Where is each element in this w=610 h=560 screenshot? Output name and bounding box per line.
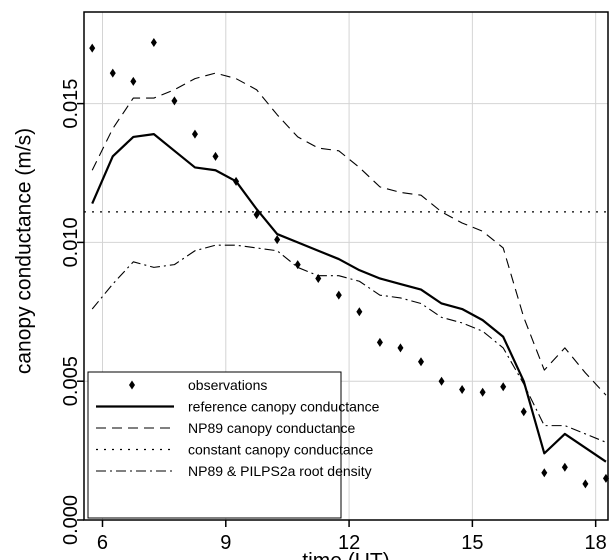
observation-point [438, 376, 445, 386]
axis-ticks: 6 9 12 15 18 0.000 0.005 0.010 0.015 [60, 79, 607, 554]
series-line-dashdot [91, 244, 607, 443]
observation-point [397, 343, 404, 353]
observation-point [356, 307, 363, 317]
observation-point [561, 462, 568, 472]
observation-point [191, 129, 198, 139]
series-line-dashed [91, 72, 607, 396]
legend-entry-label: observations [188, 377, 267, 393]
x-tick-label: 6 [97, 532, 108, 554]
series-4 [91, 244, 607, 443]
legend-entry-label: constant canopy conductance [188, 442, 373, 458]
legend-marker [129, 380, 135, 390]
series-line-solid [91, 133, 607, 463]
legend-entry-label: NP89 & PILPS2a root density [188, 463, 372, 479]
series-2 [91, 72, 607, 396]
observation-point [130, 76, 137, 86]
observation-point [150, 38, 157, 48]
x-tick-label: 12 [338, 532, 360, 554]
observation-point [89, 43, 96, 53]
legend-entry-label: reference canopy conductance [188, 399, 380, 415]
observation-point [500, 382, 507, 392]
y-axis-label: canopy conductance (m/s) [13, 128, 36, 374]
x-tick-label: 9 [220, 532, 231, 554]
observation-point [294, 260, 301, 270]
series-0 [89, 38, 609, 489]
observation-point [418, 357, 425, 367]
series-1 [91, 133, 607, 463]
series-layer [84, 38, 609, 489]
legend-entry-label: NP89 canopy conductance [188, 420, 356, 436]
observation-point [171, 96, 178, 106]
x-tick-label: 15 [461, 532, 483, 554]
x-axis-label: time (UT) [302, 550, 390, 560]
x-tick-label: 18 [585, 532, 607, 554]
y-tick-label: 0.015 [60, 79, 82, 129]
observation-point [109, 68, 116, 78]
observation-point [582, 479, 589, 489]
observation-point [479, 387, 486, 397]
plot-frame [83, 11, 609, 521]
observation-point [212, 151, 219, 161]
legend: observations reference canopy conductance… [87, 371, 380, 519]
observation-point [335, 290, 342, 300]
observation-point [274, 235, 281, 245]
y-tick-label: 0.010 [60, 217, 82, 267]
observation-point [520, 407, 527, 417]
legend-box [87, 371, 342, 519]
y-tick-label: 0.000 [60, 495, 82, 545]
observation-point [541, 468, 548, 478]
observation-point [376, 337, 383, 347]
observation-point [459, 385, 466, 395]
y-tick-label: 0.005 [60, 356, 82, 406]
